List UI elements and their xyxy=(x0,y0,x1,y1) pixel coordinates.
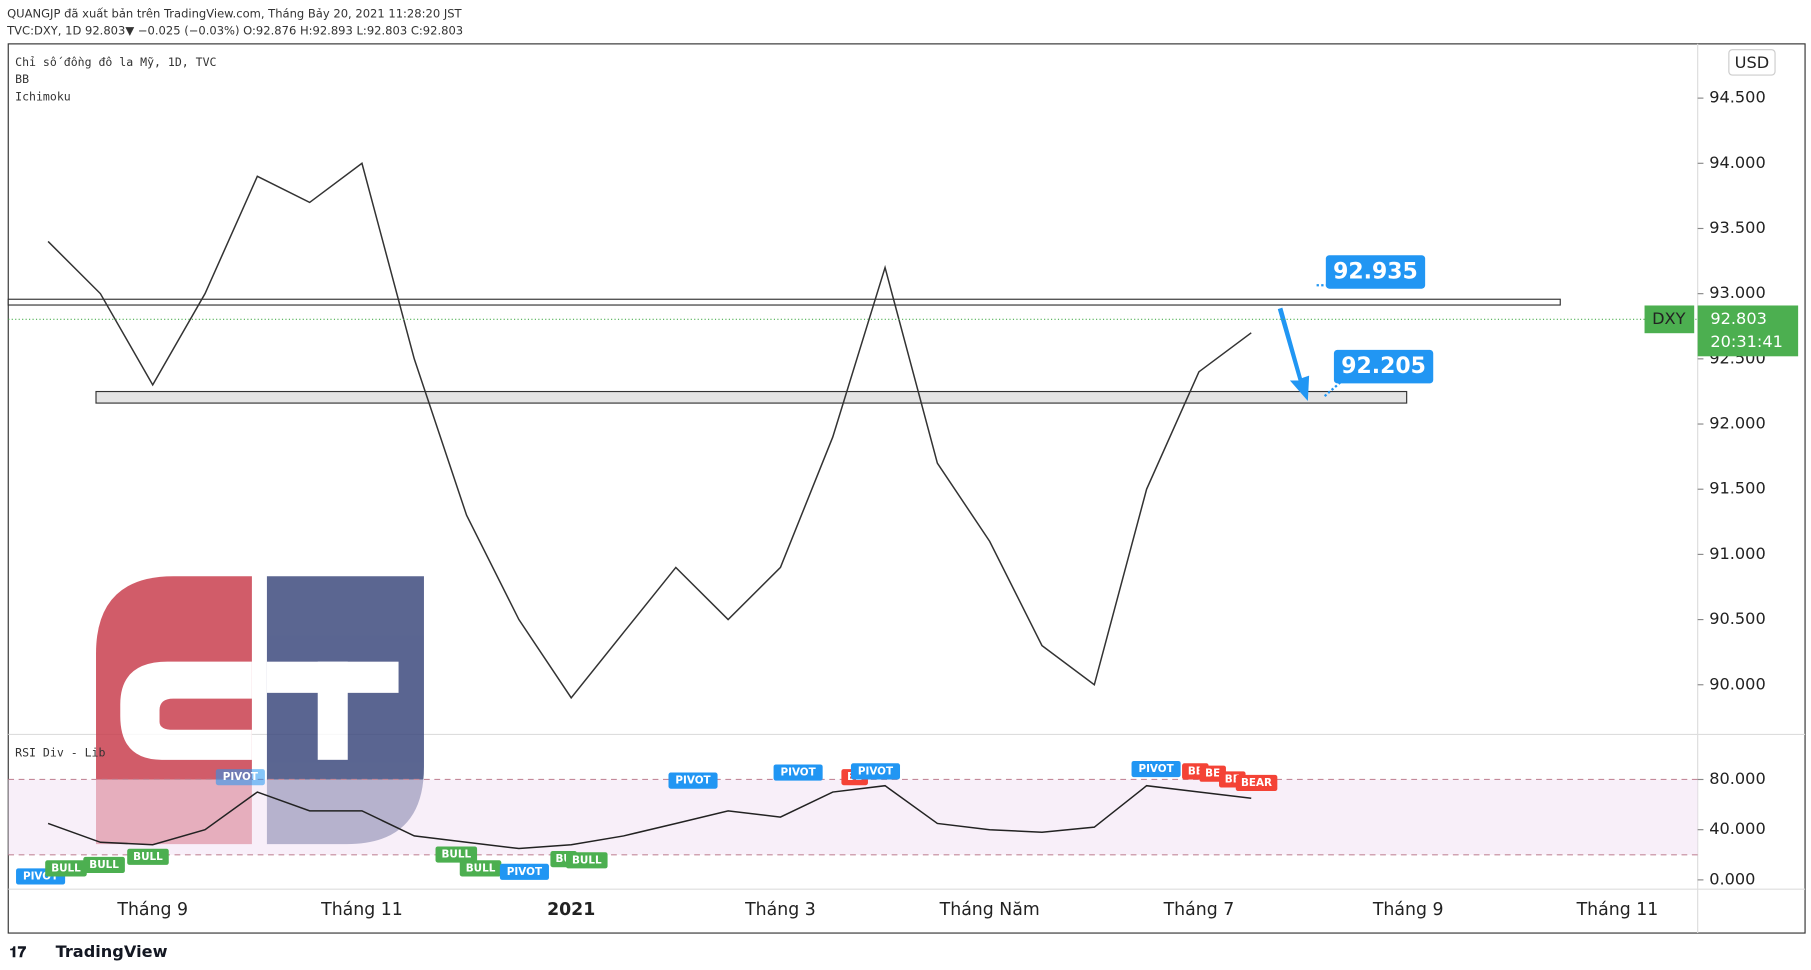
header-line: QUANGJP đã xuất bản trên TradingView.com… xyxy=(7,6,462,20)
logo-watermark xyxy=(96,576,424,845)
signal-box xyxy=(668,772,718,789)
signal-box xyxy=(1131,760,1181,778)
y-tick-label: 93.500 xyxy=(1709,218,1766,237)
x-tick-label: Tháng 9 xyxy=(1372,900,1444,920)
signal-label: BULL xyxy=(89,859,119,871)
level-label: 92.935 xyxy=(1333,260,1418,285)
signal-label: PIVOT xyxy=(1138,763,1174,775)
symbol-tag-box xyxy=(1644,305,1695,334)
chart-frame xyxy=(7,43,1806,934)
x-tick-label: Tháng 9 xyxy=(116,900,188,920)
legend-rsi: RSI Div - Lib xyxy=(15,745,105,759)
footer-brand: TradingView xyxy=(56,942,168,961)
logo-g xyxy=(96,576,252,845)
signal-label: PIVOT xyxy=(507,866,543,878)
signal-label: BE xyxy=(1205,768,1220,780)
y-tick-label: 94.000 xyxy=(1709,153,1766,172)
signal-box xyxy=(45,860,87,877)
signal-box xyxy=(435,846,478,863)
y-tick-label: 80.000 xyxy=(1709,769,1766,788)
countdown: 20:31:41 xyxy=(1710,332,1783,351)
signal-label: BULL xyxy=(466,862,496,874)
signal-label: BULL xyxy=(442,849,472,861)
signal-box xyxy=(127,848,169,865)
signal-box xyxy=(566,852,608,869)
logo-t-stem xyxy=(317,661,348,760)
y-tick-label: 91.000 xyxy=(1709,544,1766,563)
x-tick-label: Tháng 7 xyxy=(1163,900,1235,920)
rsi-band xyxy=(8,779,1698,855)
y-tick-label: 92.000 xyxy=(1709,414,1766,433)
signal-label: BULL xyxy=(51,862,81,874)
signal-label: PIVOT xyxy=(223,771,259,783)
series-line xyxy=(47,784,1252,850)
header-line: TVC:DXY, 1D 92.803▼ −0.025 (−0.03%) O:92… xyxy=(6,24,463,38)
x-tick-label: 2021 xyxy=(547,900,595,920)
signal-box xyxy=(499,863,549,880)
y-tick-label: 91.500 xyxy=(1709,479,1766,498)
projection-arrow xyxy=(1277,307,1310,402)
last-price-box xyxy=(1697,305,1799,357)
signal-label: BU xyxy=(556,853,572,865)
legend-ichimoku: Ichimoku xyxy=(15,90,71,104)
currency: USD xyxy=(1735,53,1770,72)
signal-box xyxy=(773,764,823,781)
level-label: 92.205 xyxy=(1341,354,1426,379)
series-line xyxy=(47,162,1252,700)
signal-label: PIVOT xyxy=(675,775,711,787)
signal-label: BEAR xyxy=(1241,777,1272,789)
signal-label: BULL xyxy=(572,854,602,866)
currency-box xyxy=(1728,49,1776,76)
signal-box xyxy=(850,763,901,780)
last-price-label: 92.803 xyxy=(1710,309,1767,328)
price-level-zone xyxy=(7,298,1561,306)
y-tick-label: 93.000 xyxy=(1709,283,1766,302)
x-tick-label: Tháng 11 xyxy=(1576,900,1659,920)
signal-label: BE xyxy=(1188,765,1203,777)
signal-box xyxy=(83,856,125,873)
y-tick-label: 0.000 xyxy=(1709,869,1755,888)
x-tick-label: Tháng 3 xyxy=(744,900,816,920)
symbol-tag: DXY xyxy=(1652,309,1686,328)
signal-box xyxy=(215,769,265,786)
legend-bb: BB xyxy=(15,72,29,86)
signal-box xyxy=(459,860,502,877)
level-label-box xyxy=(1333,349,1434,384)
y-tick-label: 90.500 xyxy=(1709,609,1766,628)
y-tick-label: 94.500 xyxy=(1709,88,1766,107)
level-label-box xyxy=(1325,255,1426,289)
signal-box xyxy=(1235,774,1278,792)
y-tick-label: 90.000 xyxy=(1709,674,1766,693)
x-tick-label: Tháng Năm xyxy=(939,900,1040,920)
y-tick-label: 40.000 xyxy=(1709,819,1766,838)
footer-icon: 𝟏𝟕 xyxy=(9,943,26,961)
signal-label: PIVOT xyxy=(858,765,894,777)
signal-label: PIVOT xyxy=(780,767,816,779)
signal-label: BULL xyxy=(133,851,163,863)
x-tick-label: Tháng 11 xyxy=(320,900,403,920)
price-level-zone xyxy=(95,390,1408,404)
legend-symbol: Chỉ số đồng đô la Mỹ, 1D, TVC xyxy=(15,55,216,69)
logo-g-shape xyxy=(120,661,252,760)
